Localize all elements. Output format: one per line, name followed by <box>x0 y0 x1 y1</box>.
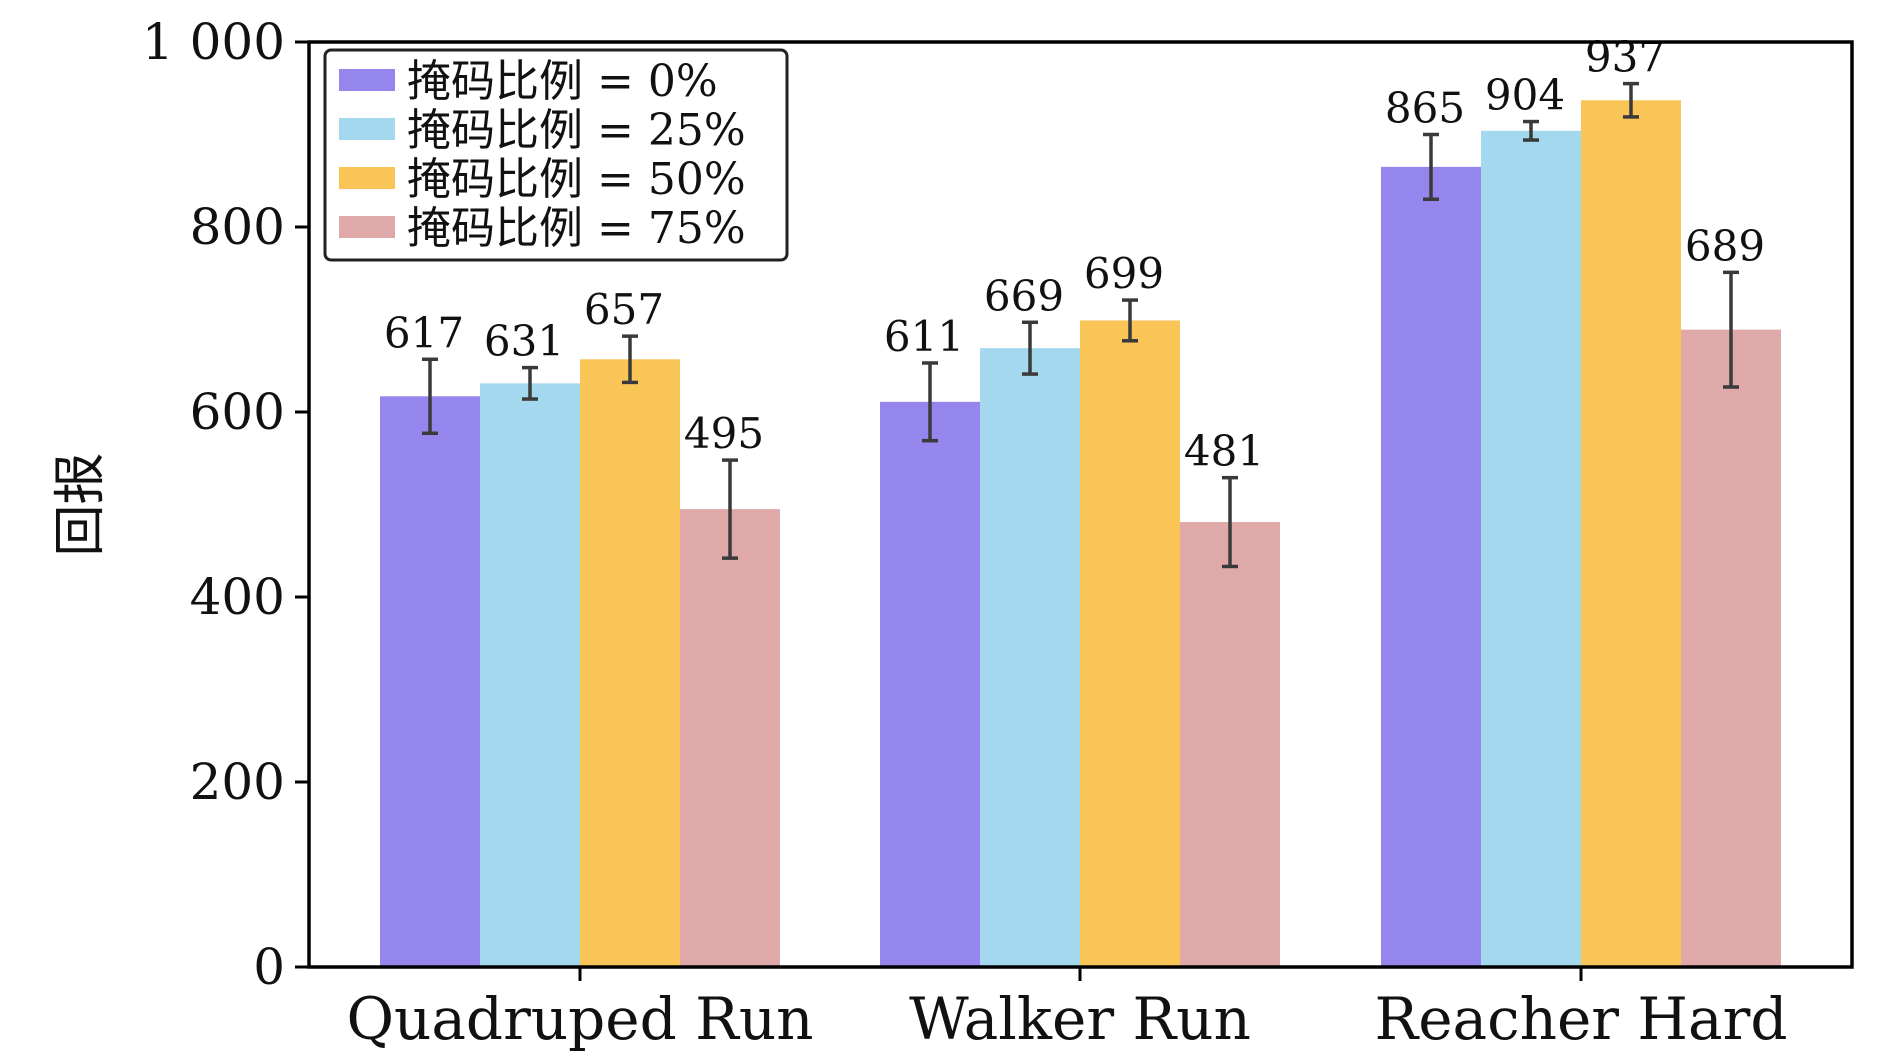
data-label: 689 <box>1685 221 1765 270</box>
x-tick-label: Quadruped Run <box>346 985 813 1052</box>
legend-label: 掩码比例 = 50% <box>407 154 746 205</box>
bar <box>1080 320 1180 967</box>
x-tick-label: Reacher Hard <box>1375 985 1788 1052</box>
legend-item: 掩码比例 = 0% <box>339 56 718 107</box>
bar <box>880 401 980 967</box>
bar <box>1381 166 1481 967</box>
data-label: 631 <box>484 317 564 366</box>
data-label: 657 <box>584 285 664 334</box>
error-bar <box>1122 298 1138 343</box>
x-axis: Quadruped Run Walker Run Reacher Hard <box>346 967 1787 1052</box>
y-axis: 0 200 400 600 800 1 000 <box>142 13 309 996</box>
legend-label: 掩码比例 = 0% <box>407 56 718 107</box>
error-bars-layer <box>422 81 1739 569</box>
bar <box>1581 100 1681 967</box>
y-tick-label: 0 <box>253 938 285 996</box>
bar <box>980 348 1080 967</box>
error-bar <box>422 357 438 436</box>
x-tick-label: Walker Run <box>909 985 1251 1052</box>
legend-box <box>323 48 789 262</box>
data-label: 699 <box>1084 249 1164 298</box>
data-label: 669 <box>984 271 1064 320</box>
data-label: 937 <box>1585 33 1665 82</box>
error-bar <box>622 334 638 385</box>
error-bar <box>1523 119 1539 142</box>
legend-swatch <box>339 69 395 91</box>
y-tick-label: 400 <box>190 568 285 626</box>
error-bar <box>1623 81 1639 119</box>
error-bar <box>922 361 938 443</box>
legend-label: 掩码比例 = 25% <box>407 105 746 156</box>
error-bar <box>722 458 738 560</box>
legend: 掩码比例 = 0%掩码比例 = 25%掩码比例 = 50%掩码比例 = 75% <box>323 48 789 262</box>
data-label: 481 <box>1184 427 1264 476</box>
data-label: 495 <box>684 409 764 458</box>
bar <box>1481 130 1581 968</box>
legend-label: 掩码比例 = 75% <box>407 203 746 254</box>
bars-layer <box>380 100 1781 968</box>
error-bar <box>1222 475 1238 569</box>
error-bar <box>1022 320 1038 376</box>
data-label: 617 <box>384 308 464 357</box>
bar <box>380 396 480 967</box>
legend-item: 掩码比例 = 25% <box>339 105 746 156</box>
legend-item: 掩码比例 = 75% <box>339 203 746 254</box>
bar <box>680 509 780 967</box>
bar <box>1681 329 1781 967</box>
y-tick-label: 1 000 <box>142 13 285 71</box>
y-tick-label: 800 <box>190 198 285 256</box>
bar <box>1180 522 1280 967</box>
error-bar <box>1423 132 1439 201</box>
error-bar <box>522 365 538 401</box>
data-label: 904 <box>1485 71 1565 120</box>
data-label: 865 <box>1385 84 1465 133</box>
y-tick-label: 200 <box>190 753 285 811</box>
data-label: 611 <box>884 312 964 361</box>
legend-swatch <box>339 118 395 140</box>
legend-swatch <box>339 216 395 238</box>
y-axis-title: 回报 <box>51 452 111 556</box>
legend-item: 掩码比例 = 50% <box>339 154 746 205</box>
legend-swatch <box>339 167 395 189</box>
y-tick-label: 600 <box>190 383 285 441</box>
error-bar <box>1723 270 1739 389</box>
bar <box>480 383 580 967</box>
bar <box>580 359 680 967</box>
